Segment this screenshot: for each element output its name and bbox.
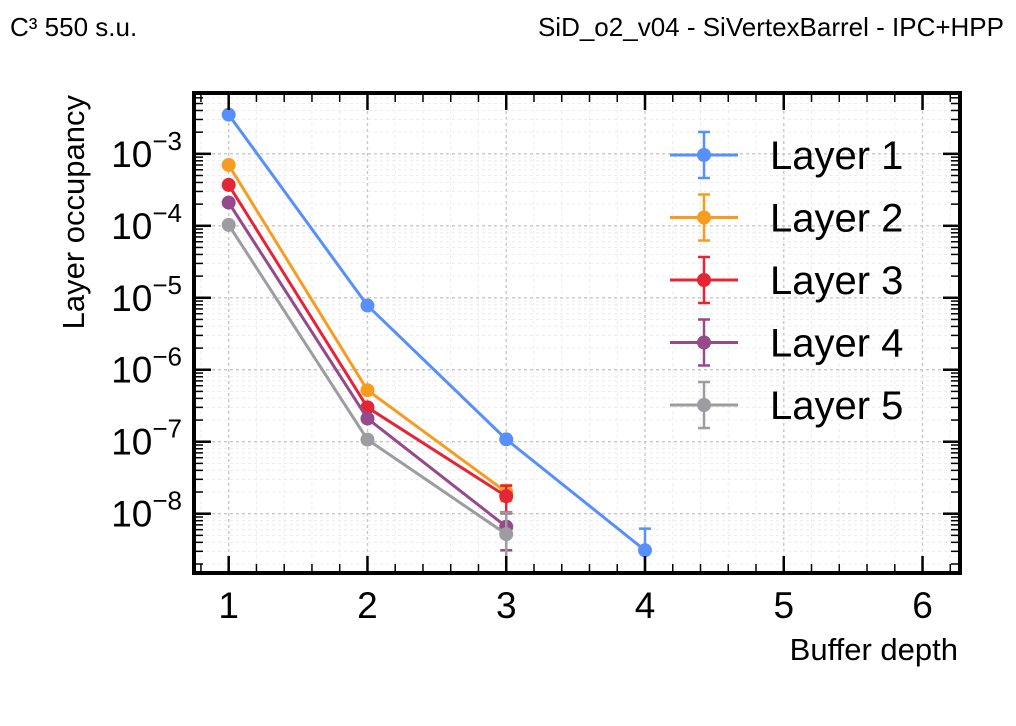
y-tick-label: 10−8 (111, 486, 182, 535)
series-layer-1 (221, 107, 652, 573)
legend-label: Layer 5 (770, 384, 903, 428)
data-point (360, 432, 375, 447)
x-tick-label: 4 (635, 585, 656, 626)
legend-label: Layer 2 (770, 197, 903, 241)
x-axis-title: Buffer depth (790, 632, 958, 667)
y-tick-label: 10−4 (111, 198, 182, 247)
legend-marker (697, 210, 711, 225)
y-tick-label: 10−6 (111, 342, 182, 391)
legend-entry-layer-4: Layer 4 (670, 318, 903, 367)
y-tick-labels: 10−3 10−4 10−5 10−6 10−7 10−8 (111, 126, 182, 535)
legend-label: Layer 3 (770, 259, 903, 303)
legend-entry-layer-1: Layer 1 (670, 130, 903, 180)
y-axis-title: Layer occupancy (56, 95, 91, 330)
data-point (221, 217, 236, 232)
y-tick-label: 10−3 (111, 126, 182, 175)
series-line (227, 113, 646, 552)
data-point (221, 177, 236, 192)
legend-label: Layer 1 (770, 134, 903, 178)
data-point (221, 107, 236, 122)
data-point (499, 527, 514, 542)
x-tick-label: 5 (773, 585, 794, 626)
legend-marker (697, 148, 711, 162)
legend: Layer 1 Layer 2 Layer 3 Layer 4 Layer 5 (670, 130, 903, 430)
legend-entry-layer-5: Layer 5 (670, 380, 903, 430)
header-left-label: C³ 550 s.u. (10, 12, 138, 42)
x-tick-label: 3 (496, 585, 517, 626)
series-line (227, 224, 508, 536)
plot-frame (192, 91, 962, 575)
series-group (221, 107, 652, 573)
header-right-label: SiD_o2_v04 - SiVertexBarrel - IPC+HPP (537, 12, 1004, 42)
x-tick-label: 6 (912, 585, 933, 626)
x-tick-label: 2 (357, 585, 378, 626)
ticks (196, 92, 958, 571)
data-point (360, 411, 375, 426)
y-tick-label: 10−5 (111, 270, 182, 319)
data-point (360, 383, 375, 398)
data-point (221, 195, 236, 210)
data-point (221, 157, 236, 172)
data-point (499, 489, 514, 504)
legend-label: Layer 4 (770, 322, 903, 366)
legend-entry-layer-3: Layer 3 (670, 255, 903, 305)
y-tick-label: 10−7 (111, 414, 182, 463)
data-point (360, 298, 375, 313)
data-point (637, 543, 652, 558)
legend-entry-layer-2: Layer 2 (670, 193, 903, 242)
legend-marker (697, 273, 711, 287)
legend-marker (697, 335, 711, 350)
x-tick-labels: 1 2 3 4 5 6 (218, 585, 932, 626)
data-point (499, 432, 514, 447)
legend-marker (697, 398, 711, 412)
x-tick-label: 1 (218, 585, 239, 626)
